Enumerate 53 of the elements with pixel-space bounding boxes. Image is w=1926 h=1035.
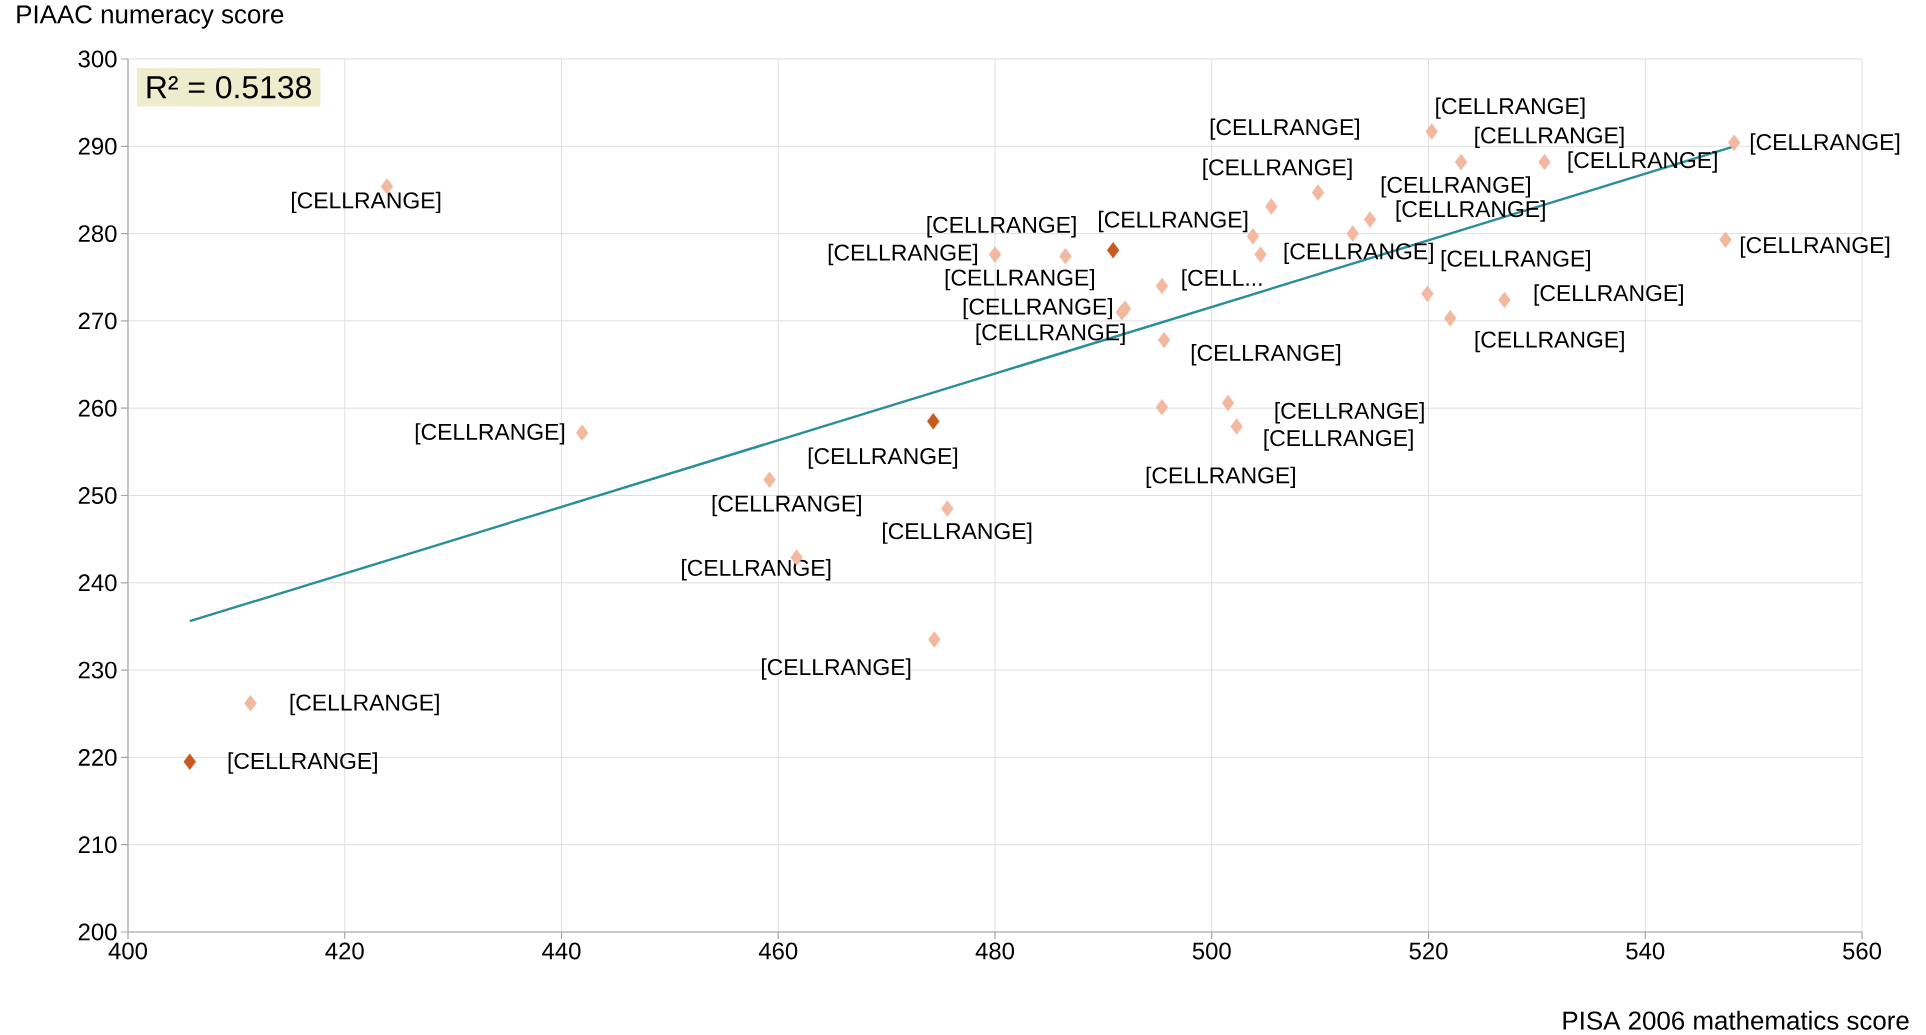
x-tick-label: 500 bbox=[1192, 942, 1231, 960]
y-tick-label: 260 bbox=[78, 399, 117, 417]
data-label: [CELLRANGE] bbox=[682, 559, 831, 581]
data-label: [CELLRANGE] bbox=[712, 494, 861, 517]
data-label: [CELLRANGE] bbox=[291, 191, 441, 214]
data-label: [CELLRANGE] bbox=[883, 522, 1032, 544]
data-label: [CELLRANGE] bbox=[761, 658, 911, 680]
data-label: [CELLRANGE] bbox=[1264, 429, 1413, 451]
data-label: [CELLRANGE] bbox=[1203, 158, 1352, 180]
y-tick-label: 210 bbox=[78, 836, 117, 854]
x-tick-label: 440 bbox=[542, 942, 581, 960]
data-label: [CELLRANGE] bbox=[1750, 133, 1900, 155]
x-tick-label: 400 bbox=[108, 942, 147, 960]
y-tick-label: 270 bbox=[78, 312, 117, 330]
y-axis-title: PIAAC numeracy score bbox=[17, 5, 284, 29]
data-label: [CELLRANGE] bbox=[228, 752, 377, 774]
y-tick-label: 240 bbox=[78, 574, 117, 592]
x-tick-label: 480 bbox=[975, 942, 1015, 960]
data-label: [CELL... bbox=[1182, 269, 1262, 291]
data-label: [CELLRANGE] bbox=[1534, 284, 1683, 306]
y-tick-label: 300 bbox=[78, 50, 117, 68]
data-label: [CELLRANGE] bbox=[1475, 126, 1624, 149]
data-label: [CELLRANGE] bbox=[1191, 344, 1341, 366]
y-tick-label: 220 bbox=[78, 748, 117, 766]
data-label: [CELLRANGE] bbox=[945, 268, 1094, 291]
y-tick-label: 290 bbox=[78, 137, 117, 155]
x-tick-label: 540 bbox=[1626, 942, 1665, 960]
data-label: [CELLRANGE] bbox=[1475, 330, 1624, 353]
data-label: [CELLRANGE] bbox=[927, 216, 1076, 238]
x-axis-title: PISA 2006 mathematics score bbox=[1563, 1010, 1909, 1030]
data-label: [CELLRANGE] bbox=[1740, 236, 1890, 258]
x-tick-label: 460 bbox=[758, 942, 798, 960]
y-tick-label: 250 bbox=[78, 487, 117, 504]
data-label: [CELLRANGE] bbox=[976, 323, 1125, 345]
annotation: R² = 0.5138 bbox=[147, 75, 311, 99]
data-label: [CELLRANGE] bbox=[828, 243, 978, 266]
data-label: [CELLRANGE] bbox=[1210, 118, 1359, 140]
data-label: [CELLRANGE] bbox=[1099, 210, 1248, 233]
data-label: [CELLRANGE] bbox=[1146, 466, 1295, 488]
data-label: [CELLRANGE] bbox=[963, 297, 1112, 320]
x-tick-label: 560 bbox=[1843, 942, 1882, 960]
data-label: [CELLRANGE] bbox=[1436, 97, 1585, 119]
data-label: [CELLRANGE] bbox=[1275, 402, 1424, 424]
y-tick-label: 230 bbox=[78, 661, 117, 679]
x-tick-label: 420 bbox=[325, 942, 364, 960]
data-label: [CELLRANGE] bbox=[415, 423, 565, 445]
data-label: [CELLRANGE] bbox=[808, 447, 958, 469]
data-label: [CELLRANGE] bbox=[1441, 249, 1590, 272]
data-label: [CELLRANGE] bbox=[1381, 176, 1530, 198]
x-tick-label: 520 bbox=[1409, 942, 1448, 960]
data-label: [CELLRANGE] bbox=[290, 693, 439, 716]
y-tick-label: 280 bbox=[78, 225, 117, 243]
y-tick-label: 200 bbox=[78, 923, 117, 941]
